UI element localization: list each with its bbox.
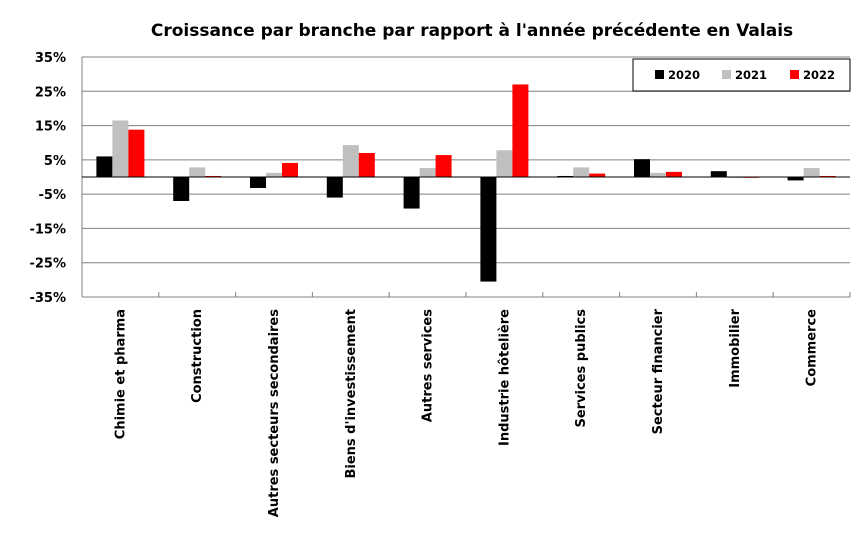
bar-2022 bbox=[358, 153, 375, 177]
bar-2020 bbox=[326, 177, 343, 198]
bar-2021 bbox=[266, 172, 282, 177]
category-label: Services publics bbox=[574, 309, 589, 428]
bar-2022 bbox=[589, 173, 606, 177]
category-label: Autres secteurs secondaires bbox=[267, 309, 282, 517]
y-tick-label: -15% bbox=[29, 222, 66, 237]
legend-label: 2020 bbox=[668, 68, 700, 82]
bars bbox=[96, 84, 836, 282]
bar-2021 bbox=[342, 145, 359, 177]
bar-2020 bbox=[710, 171, 727, 177]
category-labels: Chimie et pharma Construction Autres secte… bbox=[113, 308, 819, 517]
y-tick-labels: 35% 25% 15% 5% -5% -15% -25% -35% bbox=[29, 51, 66, 306]
bar-2022 bbox=[666, 171, 682, 177]
legend-swatch bbox=[655, 70, 664, 79]
legend-swatch bbox=[790, 70, 799, 79]
bar-2020 bbox=[173, 177, 190, 201]
axes bbox=[81, 57, 851, 297]
bar-2021 bbox=[650, 172, 666, 177]
bar-2020 bbox=[557, 175, 574, 177]
y-tick-label: 25% bbox=[35, 85, 66, 100]
y-tick-label: 5% bbox=[44, 154, 66, 169]
category-label: Construction bbox=[190, 309, 205, 403]
category-label: Industrie hôtelière bbox=[497, 309, 512, 446]
y-tick-label: 15% bbox=[35, 120, 66, 135]
bar-2020 bbox=[787, 177, 804, 181]
bar-2020 bbox=[96, 156, 113, 177]
y-tick-label: -5% bbox=[39, 188, 66, 203]
legend-swatch bbox=[722, 70, 731, 79]
category-label: Biens d'investissement bbox=[344, 309, 359, 479]
gridlines bbox=[82, 56, 850, 298]
bar-2021 bbox=[803, 168, 820, 177]
bar-2021 bbox=[112, 120, 129, 177]
bar-2020 bbox=[634, 159, 650, 177]
bar-2022 bbox=[819, 175, 836, 177]
chart-title: Croissance par branche par rapport à l'a… bbox=[151, 21, 793, 41]
legend: 2020 2021 2022 bbox=[632, 58, 851, 92]
y-tick-label: 35% bbox=[35, 51, 66, 66]
category-label: Commerce bbox=[805, 309, 820, 386]
category-label: Secteur financier bbox=[651, 308, 666, 434]
bar-2021 bbox=[189, 167, 206, 177]
bar-2020 bbox=[250, 177, 266, 188]
bar-2021 bbox=[573, 167, 590, 177]
legend-label: 2022 bbox=[803, 68, 835, 82]
bar-2021 bbox=[496, 150, 513, 177]
category-label: Chimie et pharma bbox=[113, 309, 128, 439]
y-tick-label: -35% bbox=[29, 291, 66, 306]
bar-2022 bbox=[128, 129, 145, 177]
bar-2020 bbox=[480, 177, 497, 282]
bar-2021 bbox=[419, 168, 436, 177]
category-label: Immobilier bbox=[728, 308, 743, 387]
bar-2021 bbox=[726, 177, 743, 179]
bar-2022 bbox=[435, 155, 452, 177]
bar-2022 bbox=[205, 175, 222, 177]
bar-2020 bbox=[403, 177, 420, 209]
bar-2022 bbox=[282, 162, 298, 177]
bar-2022 bbox=[512, 84, 529, 177]
category-label: Autres services bbox=[421, 309, 436, 422]
legend-box bbox=[632, 58, 851, 92]
legend-label: 2021 bbox=[735, 68, 767, 82]
y-tick-label: -25% bbox=[29, 257, 66, 272]
